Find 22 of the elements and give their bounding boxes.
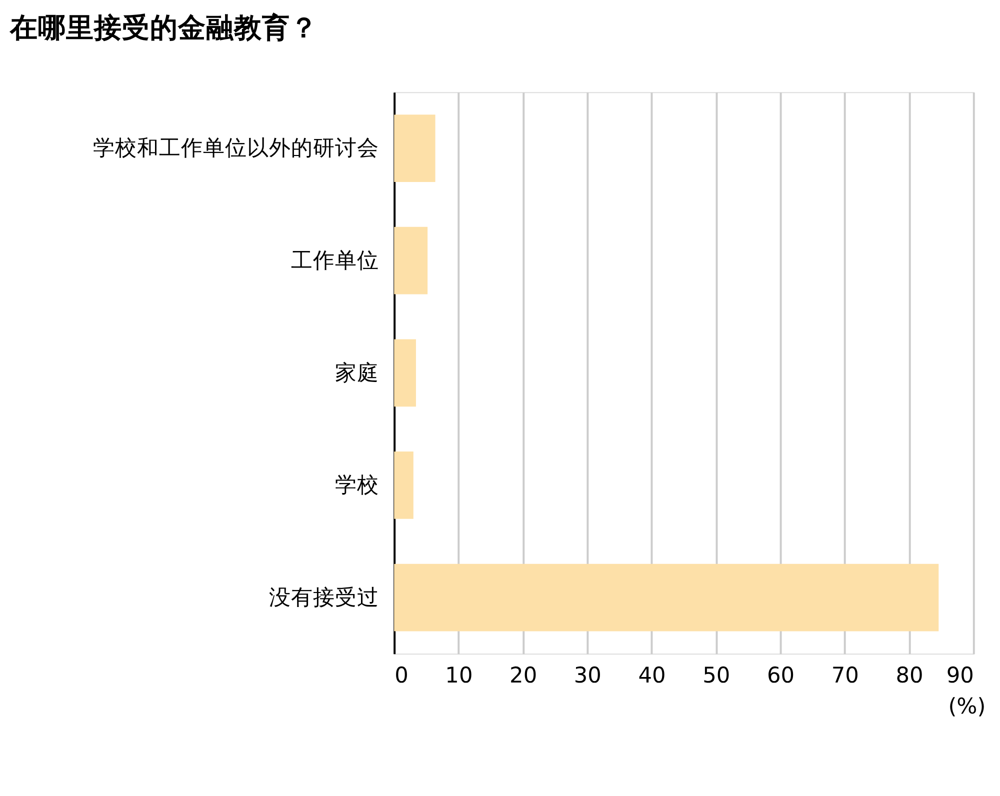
x-tick-label: 80	[896, 664, 924, 689]
y-tick-label: 家庭	[334, 360, 379, 386]
x-tick-label: 20	[510, 664, 538, 689]
y-tick-label: 学校	[334, 473, 379, 498]
x-tick-label: 40	[638, 664, 666, 689]
y-tick-label: 没有接受过	[268, 585, 379, 610]
bar	[394, 226, 428, 294]
x-tick-label: 60	[767, 664, 795, 689]
x-axis-title: (%)	[948, 694, 986, 720]
x-tick-label: 90	[946, 664, 974, 689]
bar	[394, 452, 414, 519]
y-tick-label: 学校和工作单位以外的研讨会	[92, 136, 379, 162]
text: 在哪里接受的金融教育？	[8, 10, 318, 44]
x-tick-label: 30	[574, 664, 602, 689]
y-tick-label: 工作单位	[290, 248, 379, 274]
x-tick-label: 70	[831, 664, 859, 689]
bar	[394, 564, 939, 632]
x-tick-label: 50	[702, 664, 730, 689]
bar	[394, 114, 436, 182]
x-tick-label: 0	[394, 664, 408, 689]
x-tick-label: 10	[445, 664, 473, 689]
bar	[394, 339, 416, 407]
